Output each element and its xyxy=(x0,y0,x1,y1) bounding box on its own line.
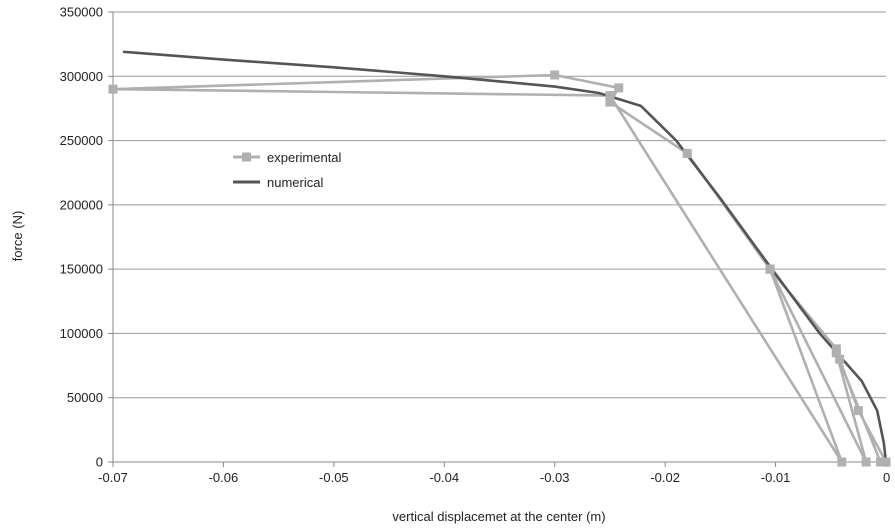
legend-marker-experimental xyxy=(242,152,251,162)
x-tick-label: -0.05 xyxy=(319,470,349,485)
series-layer xyxy=(108,50,891,467)
x-tick-labels: -0.07 -0.06 -0.05 -0.04 -0.03 -0.02 -0.01 0 xyxy=(98,470,890,485)
legend-label-numerical: numerical xyxy=(267,175,323,190)
y-tick-label: 0 xyxy=(96,455,103,470)
data-point-experimental-1 xyxy=(853,406,863,416)
y-axis-title: force (N) xyxy=(10,211,25,262)
legend: experimental numerical xyxy=(233,150,342,190)
series-line-numerical xyxy=(122,50,888,464)
x-tick-label: -0.06 xyxy=(209,470,239,485)
legend-item-numerical: numerical xyxy=(233,175,323,190)
data-point-experimental-7 xyxy=(614,83,624,93)
data-point-experimental-14 xyxy=(831,348,841,358)
y-tick-label: 100000 xyxy=(60,326,103,341)
data-point-experimental-0 xyxy=(881,457,891,467)
x-axis-title: vertical displacemet at the center (m) xyxy=(392,509,605,524)
data-point-experimental-10 xyxy=(605,91,615,101)
data-point-experimental-12 xyxy=(765,264,775,274)
data-point-experimental-11 xyxy=(837,457,847,467)
data-point-experimental-13 xyxy=(861,457,871,467)
data-point-experimental-15 xyxy=(875,457,885,467)
x-tick-label: -0.07 xyxy=(98,470,128,485)
y-tick-label: 50000 xyxy=(67,390,103,405)
data-point-experimental-9 xyxy=(108,84,118,94)
data-point-experimental-6 xyxy=(605,97,615,107)
data-point-experimental-5 xyxy=(682,148,692,158)
x-tick-label: -0.02 xyxy=(650,470,680,485)
x-tick-label: -0.04 xyxy=(429,470,459,485)
data-point-experimental-8 xyxy=(550,70,560,80)
y-tick-label: 250000 xyxy=(60,133,103,148)
y-tick-label: 350000 xyxy=(60,5,103,20)
legend-label-experimental: experimental xyxy=(267,150,342,165)
y-tick-label: 300000 xyxy=(60,69,103,84)
y-tick-label: 200000 xyxy=(60,197,103,212)
legend-item-experimental: experimental xyxy=(233,150,342,165)
data-point-experimental-2 xyxy=(835,354,845,364)
y-tick-labels: 0 50000 100000 150000 200000 250000 300000 3500… xyxy=(60,5,103,470)
x-tick-label: -0.01 xyxy=(761,470,791,485)
x-tick-label: 0 xyxy=(883,470,890,485)
horizontal-gridlines xyxy=(113,11,886,399)
y-tick-label: 150000 xyxy=(60,262,103,277)
x-tick-label: -0.03 xyxy=(540,470,570,485)
